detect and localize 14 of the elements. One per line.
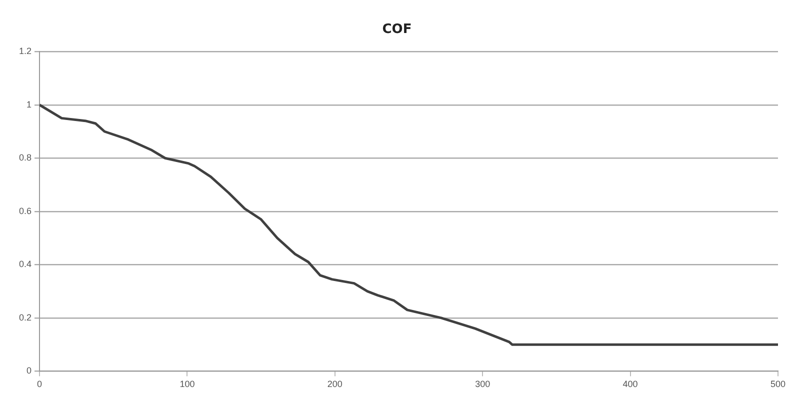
x-tick-label: 0: [37, 379, 42, 390]
y-tick-label: 0.4: [18, 259, 32, 270]
x-tick-label: 100: [180, 379, 195, 390]
y-tick-label: 0.8: [18, 152, 32, 163]
chart-title: COF: [382, 22, 412, 38]
y-tick-label: 1: [26, 99, 32, 110]
y-tick-label: 0: [26, 366, 32, 376]
x-tick-label: 300: [475, 379, 490, 390]
x-tick-label: 400: [622, 379, 638, 390]
x-tick-label: 500: [770, 379, 786, 390]
x-tick-label: 200: [327, 379, 342, 390]
y-tick-label: 0.6: [18, 206, 32, 216]
y-tick-label: 1.2: [18, 46, 32, 56]
y-tick-label: 0.2: [18, 312, 32, 322]
